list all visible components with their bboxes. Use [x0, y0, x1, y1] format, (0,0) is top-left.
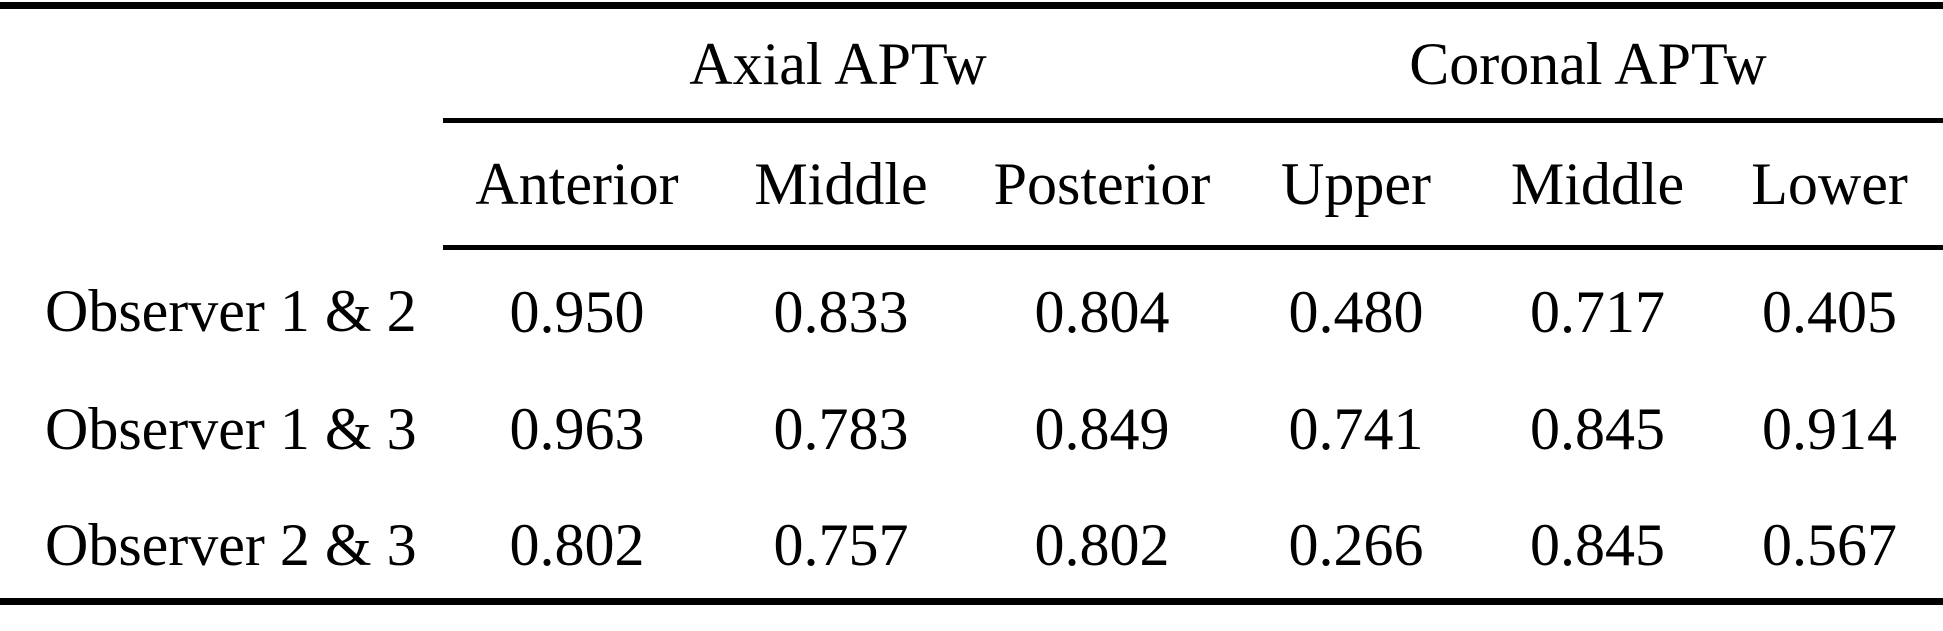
table-cell: 0.783 [773, 395, 909, 462]
subcolumn-header-row: Anterior Middle Posterior Upper Middle L… [0, 120, 1943, 250]
row-header: Observer 1 & 3 [45, 395, 417, 462]
table-row-observer-2-3: Observer 2 & 3 0.802 0.757 0.802 0.266 0… [0, 484, 1943, 602]
table-cell: 0.963 [509, 395, 645, 462]
stub-cell [0, 121, 443, 248]
table-cell: 0.845 [1530, 395, 1666, 462]
column-header-lower: Lower [1716, 120, 1943, 250]
table-cell: 0.802 [1034, 511, 1170, 578]
table-cell: 0.802 [509, 511, 645, 578]
column-header-axial-middle: Middle [711, 120, 971, 250]
row-header: Observer 1 & 2 [45, 277, 417, 344]
column-group-axial-aptw: Axial APTw [443, 5, 1234, 123]
table-cell: 0.757 [773, 511, 909, 578]
table-cell: 0.833 [773, 278, 909, 345]
table-cell: 0.914 [1762, 395, 1898, 462]
table-cell: 0.849 [1034, 395, 1170, 462]
column-header-anterior: Anterior [443, 120, 711, 250]
table-cell: 0.266 [1288, 511, 1424, 578]
observer-agreement-table: Axial APTw Coronal APTw Anterior Middle … [0, 2, 1943, 605]
column-group-header-row: Axial APTw Coronal APTw [0, 5, 1943, 123]
table-row-observer-1-2: Observer 1 & 2 0.950 0.833 0.804 0.480 0… [0, 248, 1943, 366]
table-cell: 0.405 [1762, 278, 1898, 345]
stub-cell [0, 6, 443, 121]
column-header-coronal-middle: Middle [1479, 120, 1717, 250]
row-header: Observer 2 & 3 [45, 511, 417, 578]
table-cell: 0.804 [1034, 278, 1170, 345]
table-cell: 0.950 [509, 278, 645, 345]
table-cell: 0.845 [1530, 511, 1666, 578]
column-header-posterior: Posterior [971, 120, 1234, 250]
table-cell: 0.717 [1530, 278, 1666, 345]
table-cell: 0.480 [1288, 278, 1424, 345]
table-row-observer-1-3: Observer 1 & 3 0.963 0.783 0.849 0.741 0… [0, 366, 1943, 484]
table-cell: 0.567 [1762, 511, 1898, 578]
table-cell: 0.741 [1288, 395, 1424, 462]
column-group-coronal-aptw: Coronal APTw [1233, 5, 1943, 123]
column-header-upper: Upper [1233, 120, 1480, 250]
